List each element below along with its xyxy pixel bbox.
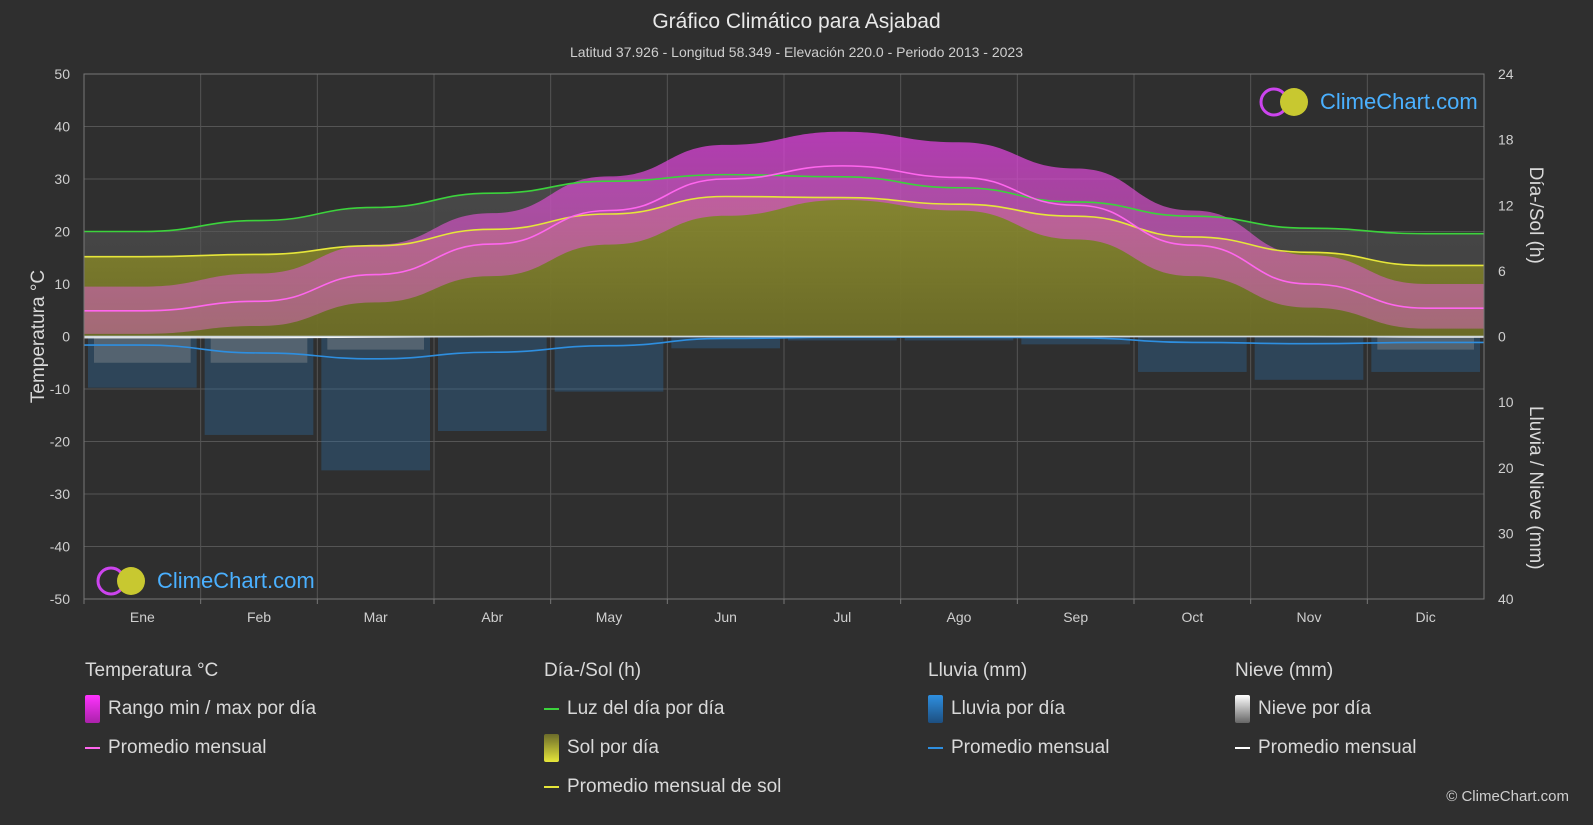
legend-label: Sol por día [567, 737, 659, 758]
y-left-tick-label: -10 [50, 381, 70, 397]
x-tick-label: Ene [130, 609, 155, 625]
x-tick-label: Feb [247, 609, 271, 625]
y-left-tick-label: 10 [54, 276, 70, 292]
logo-bottom: ClimeChart.com [95, 565, 315, 597]
x-tick-label: Nov [1297, 609, 1322, 625]
rain-bar [671, 336, 780, 349]
x-tick-label: Mar [364, 609, 388, 625]
y-right-top-tick-label: 18 [1498, 132, 1514, 148]
x-tick-label: Ago [947, 609, 972, 625]
y-left-tick-label: -50 [50, 591, 70, 607]
snow-bar [94, 336, 191, 363]
legend-item: Luz del día por día [544, 696, 781, 722]
y-left-tick-label: 0 [62, 329, 70, 345]
chart-title: Gráfico Climático para Asjabad [652, 10, 941, 33]
legend-label: Promedio mensual de sol [567, 776, 782, 797]
copyright: © ClimeChart.com [1446, 788, 1569, 805]
rain-bar [788, 336, 897, 341]
logo-text: ClimeChart.com [1320, 89, 1478, 114]
y-right-top-tick-label: 24 [1498, 66, 1514, 82]
y-right-top-tick-label: 12 [1498, 197, 1514, 213]
legend-item: Rango min / max por día [85, 695, 317, 723]
legend-heading: Nieve (mm) [1235, 660, 1334, 681]
y-left-tick-label: -30 [50, 486, 70, 502]
legend-daylight: Día-/Sol (h) Luz del día por día Sol por… [544, 660, 781, 813]
legend-heading: Día-/Sol (h) [544, 660, 642, 681]
legend-label: Promedio mensual [108, 737, 267, 758]
temp-range-swatch [85, 695, 100, 723]
daylight-swatch [544, 708, 559, 710]
y-right-bottom-tick-label: 20 [1498, 460, 1514, 476]
snow-swatch [1235, 695, 1250, 723]
y-right-top-axis-title: Día-/Sol (h) [1525, 167, 1546, 264]
legend-snow: Nieve (mm) Nieve por día Promedio mensua… [1235, 660, 1416, 774]
x-tick-label: Dic [1416, 609, 1436, 625]
x-tick-label: Jul [833, 609, 851, 625]
y-right-bottom-tick-label: 10 [1498, 394, 1514, 410]
legend-label: Nieve por día [1258, 698, 1372, 719]
legend-item: Nieve por día [1235, 695, 1416, 723]
legend-rain: Lluvia (mm) Lluvia por día Promedio mens… [928, 660, 1109, 774]
legend-item: Promedio mensual [928, 735, 1109, 761]
legend-heading: Lluvia (mm) [928, 660, 1028, 681]
legend-temperature: Temperatura °C Rango min / max por día P… [85, 660, 316, 774]
rain-bar [904, 336, 1014, 341]
logo-icon [96, 566, 145, 596]
logo-text: ClimeChart.com [157, 568, 315, 593]
logo-icon [1259, 87, 1308, 117]
chart-subtitle: Latitud 37.926 - Longitud 58.349 - Eleva… [570, 44, 1023, 60]
legend-label: Luz del día por día [567, 698, 725, 719]
rain-bar [1021, 336, 1130, 345]
y-right-bottom-tick-label: 40 [1498, 591, 1514, 607]
legend-item: Sol por día [544, 734, 781, 762]
y-right-bottom-axis-title: Lluvia / Nieve (mm) [1525, 406, 1546, 570]
legend-label: Promedio mensual [951, 737, 1110, 758]
y-left-tick-label: 50 [54, 66, 70, 82]
snow-bar [210, 336, 308, 363]
y-right-top-tick-label: 0 [1498, 329, 1506, 345]
legend-item: Promedio mensual [1235, 735, 1416, 761]
sunshine-swatch [544, 734, 559, 762]
legend-item: Promedio mensual [85, 735, 316, 761]
rain-avg-swatch [928, 747, 943, 749]
x-tick-label: Jun [714, 609, 737, 625]
daylight-line [84, 173, 1484, 235]
snow-avg-swatch [1235, 747, 1250, 749]
temp-avg-swatch [85, 747, 100, 749]
rain-swatch [928, 695, 943, 723]
sunshine-avg-swatch [544, 786, 559, 788]
y-left-tick-label: 40 [54, 119, 70, 135]
y-left-tick-label: -40 [50, 539, 70, 555]
sunshine-avg-line [84, 195, 1484, 267]
logo-top: ClimeChart.com [1258, 86, 1478, 118]
y-right-top-tick-label: 6 [1498, 263, 1506, 279]
y-left-tick-label: 30 [54, 171, 70, 187]
rain-avg-line [83, 336, 1484, 360]
legend-label: Lluvia por día [951, 698, 1066, 719]
rain-bar [321, 336, 430, 471]
y-left-tick-label: 20 [54, 224, 70, 240]
legend-label: Promedio mensual [1258, 737, 1417, 758]
legend-label: Rango min / max por día [108, 698, 317, 719]
legend-heading: Temperatura °C [85, 660, 219, 681]
snow-bar [327, 336, 424, 350]
temp-range-band [84, 131, 1484, 334]
y-left-axis-title: Temperatura °C [28, 270, 49, 403]
x-tick-label: Sep [1063, 609, 1088, 625]
x-tick-label: May [596, 609, 622, 625]
x-tick-label: Oct [1181, 609, 1203, 625]
legend-item: Lluvia por día [928, 695, 1109, 723]
x-tick-label: Abr [481, 609, 503, 625]
legend-item: Promedio mensual de sol [544, 774, 781, 800]
y-right-bottom-tick-label: 30 [1498, 525, 1514, 541]
y-left-tick-label: -20 [50, 434, 70, 450]
temp-avg-line [84, 165, 1484, 312]
